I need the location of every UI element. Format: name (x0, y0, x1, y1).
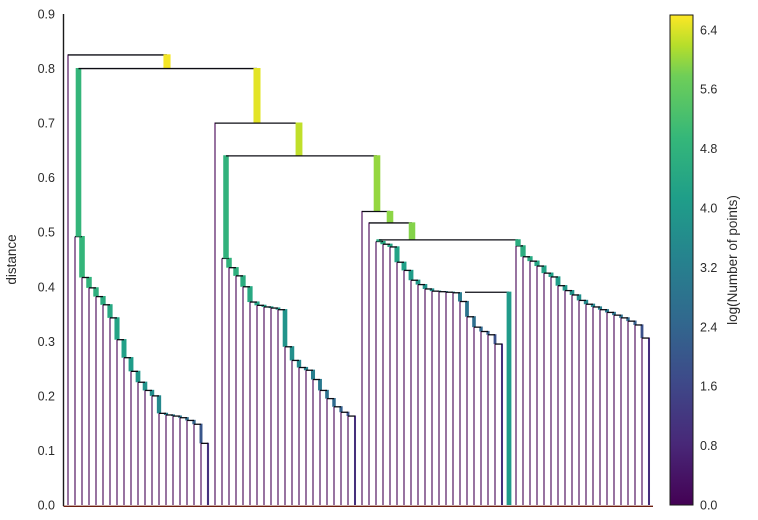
axes: 0.0 0.1 0.2 0.3 0.4 0.5 0.6 0.7 0.8 0.9 distance (4, 8, 653, 513)
y-tick-label: 0.2 (38, 389, 55, 403)
colorbar: 0.0 0.8 1.6 2.4 3.2 4.0 4.8 5.6 6.4 log(Number of… (669, 14, 740, 513)
y-axis-label: distance (4, 234, 19, 284)
colorbar-gradient (669, 14, 694, 506)
y-tick-label: 0.3 (38, 335, 55, 349)
y-tick-label: 0.8 (38, 62, 55, 76)
y-tick-label: 0.7 (38, 117, 55, 131)
y-tick-label: 0.6 (38, 171, 55, 185)
colorbar-tick-label: 4.0 (700, 202, 717, 216)
colorbar-tick-label: 6.4 (700, 23, 717, 37)
y-tick-label: 0.9 (38, 8, 55, 22)
colorbar-tick-label: 2.4 (700, 320, 717, 334)
colorbar-label: log(Number of points) (725, 195, 740, 325)
colorbar-tick-label: 3.2 (700, 261, 717, 275)
y-tick-label: 0.0 (38, 499, 55, 513)
y-tick-label: 0.4 (38, 280, 55, 294)
dendrogram-links (67, 54, 651, 505)
colorbar-tick-label: 5.6 (700, 83, 717, 97)
colorbar-tick-label: 0.0 (700, 499, 717, 513)
colorbar-tick-label: 4.8 (700, 142, 717, 156)
colorbar-tick-label: 0.8 (700, 439, 717, 453)
y-tick-label: 0.5 (38, 226, 55, 240)
colorbar-tick-label: 1.6 (700, 380, 717, 394)
y-tick-label: 0.1 (38, 444, 55, 458)
